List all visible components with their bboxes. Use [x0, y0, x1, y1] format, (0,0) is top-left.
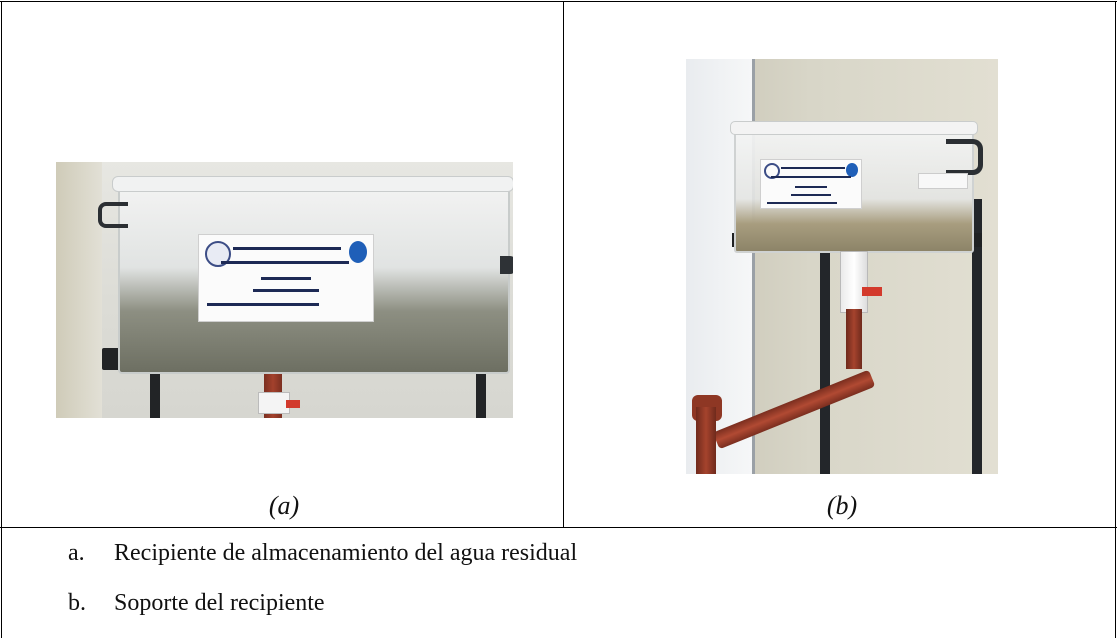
- table-border-center: [563, 1, 564, 528]
- drain-pipe: [846, 309, 862, 369]
- faculty-logo-icon: [846, 163, 858, 177]
- legend-item-b: b. Soporte del recipiente: [68, 590, 325, 617]
- container-label-sticker: [198, 234, 374, 322]
- legend-text: Recipiente de almacenamiento del agua re…: [114, 540, 578, 566]
- container-label-sticker: [760, 159, 862, 209]
- table-border-top: [0, 1, 1117, 2]
- photo-container-front-view: [56, 162, 513, 418]
- legend-marker: a.: [68, 540, 85, 566]
- legend-text: Soporte del recipiente: [114, 590, 325, 616]
- caption-b: (b): [826, 491, 858, 520]
- university-seal-icon: [764, 163, 780, 179]
- legend-marker: b.: [68, 590, 86, 616]
- handle-icon: [946, 139, 983, 175]
- table-border-mid: [0, 527, 1117, 528]
- valve: [840, 251, 868, 313]
- handle-icon: [98, 202, 128, 228]
- table-border-right: [1115, 1, 1116, 638]
- legend-item-a: a. Recipiente de almacenamiento del agua …: [68, 540, 577, 567]
- table-border-left: [1, 1, 2, 638]
- photo-container-side-view: [686, 59, 998, 474]
- faculty-logo-icon: [349, 241, 367, 263]
- caption-a: (a): [268, 491, 300, 520]
